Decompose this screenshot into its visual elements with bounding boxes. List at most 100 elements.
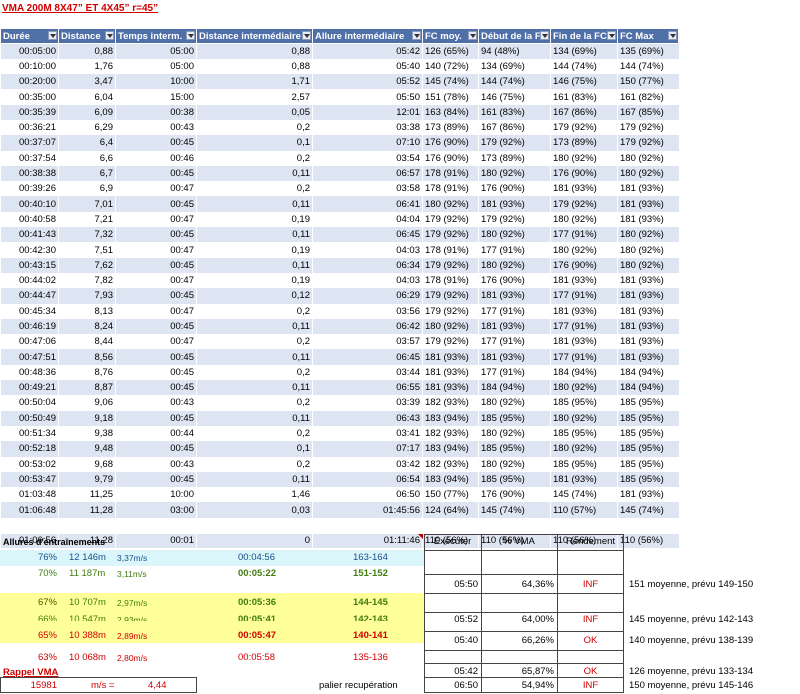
table-cell[interactable]: 179 (92%)	[550, 196, 618, 212]
table-cell[interactable]: 8,87	[58, 380, 116, 396]
table-cell[interactable]: 11,25	[58, 487, 116, 503]
table-cell[interactable]: 7,32	[58, 227, 116, 243]
table-cell[interactable]: 184 (94%)	[617, 380, 679, 396]
table-cell[interactable]: 00:51:34	[0, 425, 59, 442]
filter-dropdown-icon[interactable]	[186, 31, 195, 40]
table-cell[interactable]: 12:01	[312, 104, 423, 120]
table-cell[interactable]: 05:00	[115, 43, 197, 59]
table-cell[interactable]: 181 (93%)	[550, 334, 618, 350]
table-cell[interactable]: 185 (95%)	[617, 395, 679, 411]
table-cell[interactable]: 181 (93%)	[617, 288, 679, 304]
table-cell[interactable]: 8,44	[58, 334, 116, 350]
table-cell[interactable]: 110 (56%)	[422, 533, 479, 549]
col-fin-fc[interactable]: Fin de la FC	[550, 28, 618, 44]
table-cell[interactable]: 0,88	[196, 58, 313, 75]
table-cell[interactable]: 0,2	[196, 181, 313, 197]
table-cell[interactable]: 00:38:38	[0, 165, 59, 182]
table-cell[interactable]: 180 (92%)	[422, 318, 479, 335]
table-cell[interactable]: 00:40:10	[0, 196, 59, 212]
table-cell[interactable]: 181 (93%)	[550, 303, 618, 319]
table-cell[interactable]: 173 (89%)	[422, 119, 479, 136]
table-cell[interactable]: 180 (92%)	[478, 257, 551, 273]
table-cell[interactable]: 00:45	[115, 135, 197, 151]
table-cell[interactable]: 150 (77%)	[422, 487, 479, 503]
table-cell[interactable]: 0,11	[196, 257, 313, 273]
table-cell[interactable]: 144 (74%)	[550, 58, 618, 75]
table-cell[interactable]: 0,2	[196, 334, 313, 350]
table-cell[interactable]: 181 (93%)	[422, 364, 479, 381]
table-cell[interactable]: 00:45:34	[0, 303, 59, 319]
table-cell[interactable]: 10:00	[115, 74, 197, 90]
table-cell[interactable]: 177 (91%)	[478, 334, 551, 350]
table-cell[interactable]: 00:39:26	[0, 181, 59, 197]
table-cell[interactable]: 00:40:58	[0, 211, 59, 228]
table-cell[interactable]: 180 (92%)	[478, 165, 551, 182]
table-cell[interactable]: 1,46	[196, 487, 313, 503]
table-cell[interactable]: 180 (92%)	[550, 380, 618, 396]
table-cell[interactable]: 144 (74%)	[617, 58, 679, 75]
table-cell[interactable]: 182 (93%)	[422, 425, 479, 442]
table-cell[interactable]: 185 (95%)	[617, 410, 679, 426]
table-cell[interactable]: 7,01	[58, 196, 116, 212]
table-cell[interactable]: 00:44:47	[0, 288, 59, 304]
table-cell[interactable]: 8,76	[58, 364, 116, 381]
table-cell[interactable]: 181 (93%)	[478, 318, 551, 335]
col-distance[interactable]: Distance	[58, 28, 116, 44]
table-cell[interactable]: 185 (95%)	[617, 471, 679, 488]
table-cell[interactable]: 176 (90%)	[478, 487, 551, 503]
speed-value[interactable]: 4,44	[148, 680, 167, 691]
table-cell[interactable]: 110 (56%)	[617, 533, 679, 549]
table-cell[interactable]: 01:45:56	[312, 502, 423, 518]
table-cell[interactable]: 94 (48%)	[478, 43, 551, 59]
comment-marker-icon[interactable]	[418, 534, 423, 539]
table-cell[interactable]: 181 (93%)	[478, 196, 551, 212]
table-cell[interactable]: 184 (94%)	[617, 364, 679, 381]
table-cell[interactable]: 00:36:21	[0, 119, 59, 136]
table-cell[interactable]: 146 (75%)	[478, 89, 551, 105]
table-cell[interactable]: 00:50:49	[0, 410, 59, 426]
table-cell[interactable]: 176 (90%)	[550, 257, 618, 273]
col-distance-interm[interactable]: Distance intermédiaire	[196, 28, 313, 44]
table-cell[interactable]: 179 (92%)	[422, 227, 479, 243]
table-cell[interactable]: 0,11	[196, 410, 313, 426]
table-cell[interactable]: 00:47	[115, 334, 197, 350]
table-cell[interactable]: 03:39	[312, 395, 423, 411]
col-fc-max[interactable]: FC Max	[617, 28, 679, 44]
table-cell[interactable]: 179 (92%)	[422, 288, 479, 304]
table-cell[interactable]: 180 (92%)	[478, 425, 551, 442]
table-cell[interactable]: 9,48	[58, 441, 116, 457]
table-cell[interactable]: 185 (95%)	[478, 441, 551, 457]
table-cell[interactable]: 177 (91%)	[478, 303, 551, 319]
table-cell[interactable]: 181 (93%)	[617, 334, 679, 350]
table-cell[interactable]: 05:50	[312, 89, 423, 105]
table-cell[interactable]: 180 (92%)	[422, 196, 479, 212]
table-cell[interactable]: 179 (92%)	[617, 119, 679, 136]
table-cell[interactable]: 180 (92%)	[550, 150, 618, 166]
table-cell[interactable]: 0,1	[196, 441, 313, 457]
table-cell[interactable]: 0,19	[196, 211, 313, 228]
filter-dropdown-icon[interactable]	[412, 31, 421, 40]
table-cell[interactable]: 0,2	[196, 364, 313, 381]
filter-dropdown-icon[interactable]	[302, 31, 311, 40]
table-cell[interactable]: 06:57	[312, 165, 423, 182]
table-cell[interactable]: 146 (75%)	[550, 74, 618, 90]
table-cell[interactable]: 00:53:02	[0, 456, 59, 472]
table-cell[interactable]: 185 (95%)	[478, 410, 551, 426]
table-cell[interactable]: 181 (93%)	[478, 288, 551, 304]
table-cell[interactable]: 03:54	[312, 150, 423, 166]
filter-dropdown-icon[interactable]	[48, 31, 57, 40]
filter-dropdown-icon[interactable]	[105, 31, 114, 40]
table-cell[interactable]: 179 (92%)	[478, 211, 551, 228]
table-cell[interactable]: 0,05	[196, 104, 313, 120]
table-cell[interactable]: 00:45	[115, 318, 197, 335]
table-cell[interactable]: 110 (56%)	[478, 533, 551, 549]
table-cell[interactable]: 180 (92%)	[617, 150, 679, 166]
table-cell[interactable]: 134 (69%)	[550, 43, 618, 59]
table-cell[interactable]: 7,62	[58, 257, 116, 273]
table-cell[interactable]: 05:40	[312, 58, 423, 75]
table-cell[interactable]: 6,9	[58, 181, 116, 197]
table-cell[interactable]: 00:44	[115, 425, 197, 442]
table-cell[interactable]: 00:37:07	[0, 135, 59, 151]
table-cell[interactable]: 00:05:00	[0, 43, 59, 59]
table-cell[interactable]: 00:35:00	[0, 89, 59, 105]
